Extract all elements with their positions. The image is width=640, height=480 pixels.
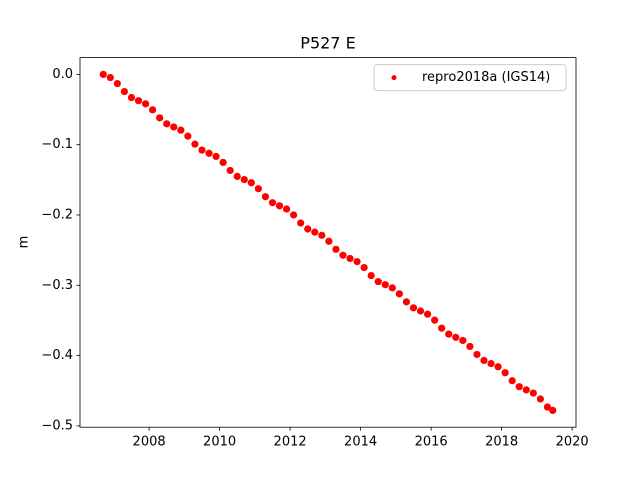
data-point [290, 211, 298, 219]
data-point [360, 263, 368, 272]
x-tick-label: 2010 [203, 435, 236, 450]
data-point [438, 324, 446, 332]
data-point [529, 389, 537, 397]
data-point [480, 356, 488, 365]
y-tick-label: −0.3 [41, 278, 73, 293]
data-point [219, 158, 227, 167]
legend-marker [391, 75, 397, 81]
data-point [212, 152, 220, 161]
data-point [240, 175, 248, 184]
data-point [536, 395, 544, 403]
data-point [141, 100, 150, 108]
data-point [522, 386, 530, 394]
data-point [466, 342, 474, 351]
y-tick-label: −0.1 [41, 137, 73, 152]
data-point [459, 336, 467, 345]
x-tick-label: 2020 [556, 435, 589, 450]
data-point [501, 369, 509, 377]
legend-label: repro2018a (IGS14) [422, 70, 550, 85]
data-point [339, 251, 347, 259]
data-point [254, 185, 262, 193]
data-point [191, 140, 199, 148]
y-axis-label: m [17, 236, 32, 249]
data-point [247, 179, 255, 187]
x-tick-label: 2014 [344, 435, 377, 450]
data-point [494, 363, 502, 371]
legend-box [373, 64, 567, 92]
data-point [543, 403, 552, 411]
data-point [325, 237, 333, 245]
data-point [402, 298, 411, 306]
data-point [416, 307, 425, 315]
data-point [487, 359, 495, 368]
data-point [515, 383, 523, 391]
data-point [381, 281, 389, 289]
data-point [149, 106, 157, 114]
data-point [233, 172, 241, 180]
data-point [261, 193, 270, 201]
data-point [134, 97, 143, 105]
data-point [318, 231, 326, 239]
y-tick-label: −0.2 [41, 207, 73, 222]
data-point [388, 284, 396, 292]
y-tick-label: 0.0 [52, 67, 73, 82]
data-point [282, 205, 291, 213]
data-point [127, 93, 136, 102]
data-point [268, 199, 277, 207]
data-point [170, 123, 178, 131]
data-point [346, 254, 354, 263]
data-point [311, 228, 319, 236]
data-point [395, 290, 403, 298]
data-point [549, 406, 557, 414]
data-point [367, 271, 375, 280]
data-point [106, 73, 114, 82]
y-tick-label: −0.5 [41, 418, 73, 433]
data-point [163, 120, 171, 128]
chart-title: P527 E [300, 34, 355, 53]
plot-frame [79, 57, 577, 428]
data-point [120, 87, 129, 96]
data-point [423, 310, 432, 318]
x-tick-label: 2008 [133, 435, 166, 450]
y-tick-label: −0.4 [41, 348, 73, 363]
x-tick-label: 2018 [485, 435, 518, 450]
data-point [374, 277, 382, 286]
x-tick-label: 2012 [274, 435, 307, 450]
data-point [113, 79, 121, 88]
data-point [304, 225, 312, 233]
data-point [409, 304, 418, 312]
data-point [156, 114, 164, 122]
data-point [353, 257, 361, 266]
data-point [452, 333, 460, 341]
x-tick-label: 2016 [415, 435, 448, 450]
data-point [275, 202, 284, 210]
data-point [445, 330, 453, 338]
data-point [508, 377, 516, 385]
data-point [205, 149, 213, 157]
data-point [297, 219, 305, 227]
data-point [431, 316, 439, 324]
data-point [332, 245, 340, 253]
data-point [226, 166, 234, 175]
data-point [473, 350, 481, 359]
data-point [198, 146, 206, 154]
data-point [184, 132, 192, 140]
data-point [177, 126, 185, 134]
data-point [99, 70, 107, 78]
